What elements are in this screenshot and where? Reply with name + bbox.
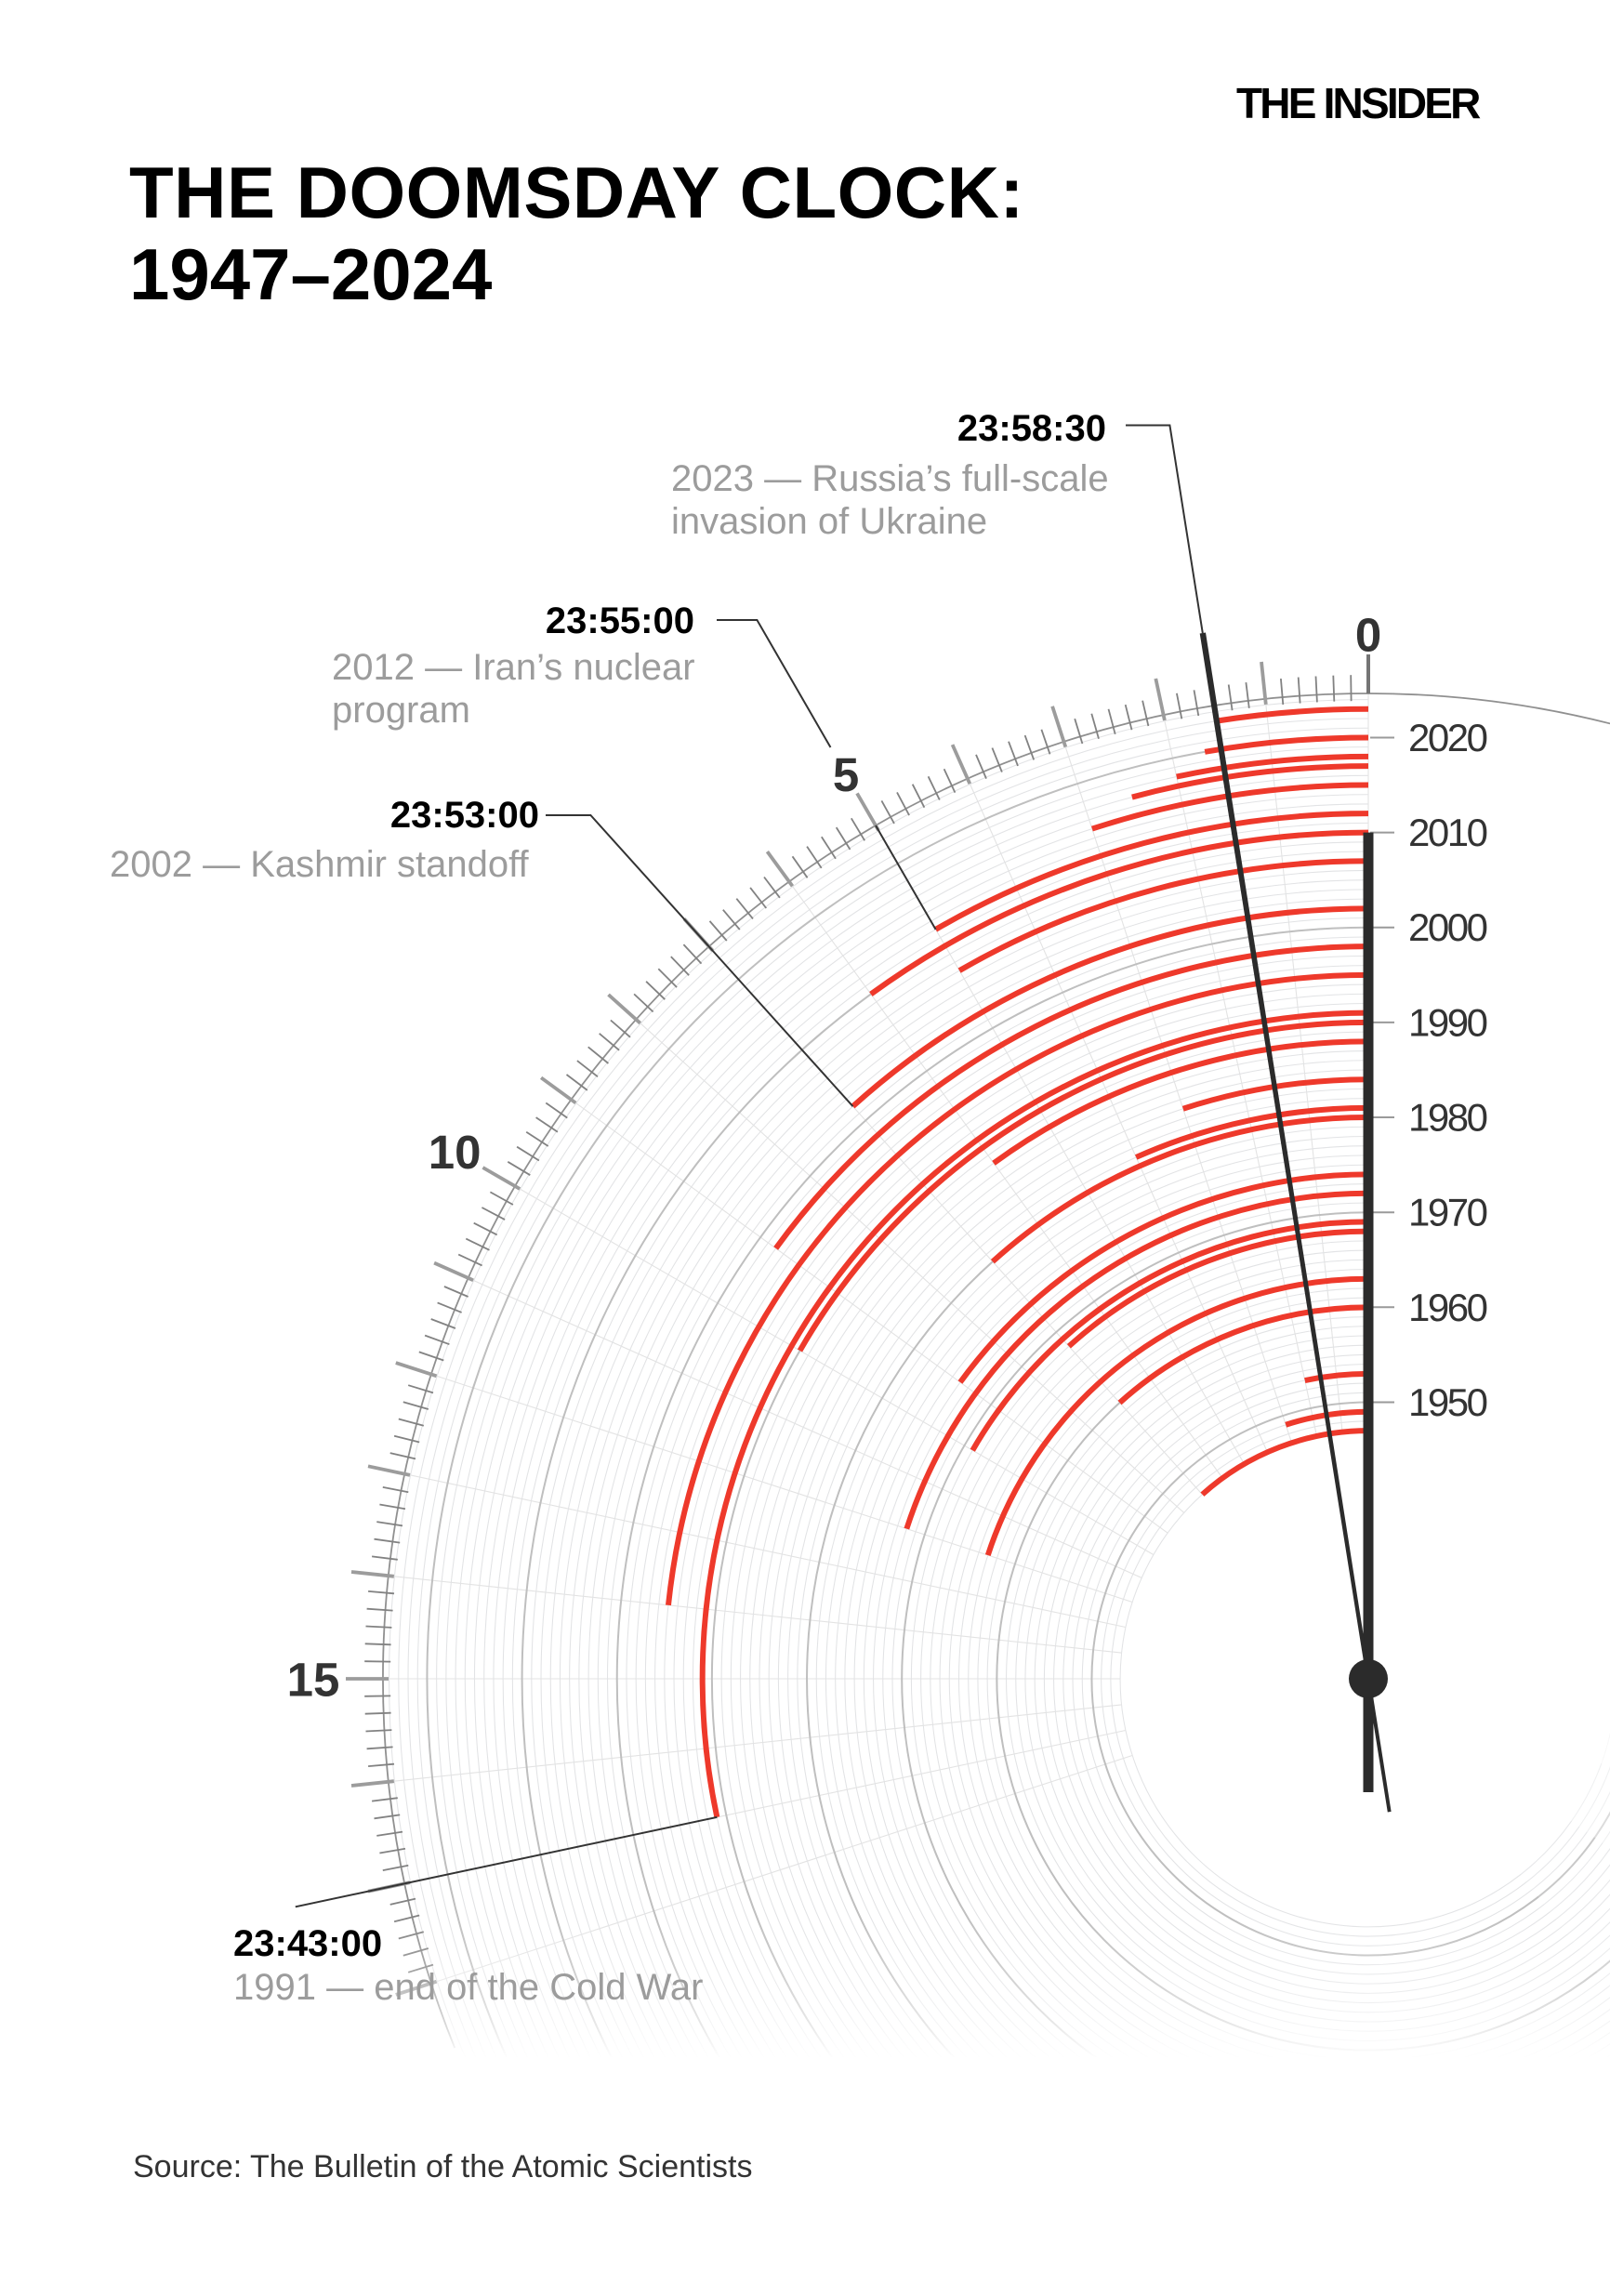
svg-text:1950: 1950 [1408,1380,1487,1424]
svg-text:THE INSIDER: THE INSIDER [1236,79,1481,127]
svg-text:1960: 1960 [1408,1286,1487,1329]
svg-text:23:43:00: 23:43:00 [233,1923,382,1964]
svg-text:program: program [332,690,470,731]
svg-text:2002 — Kashmir standoff: 2002 — Kashmir standoff [110,844,530,885]
svg-text:Source: The Bulletin of the At: Source: The Bulletin of the Atomic Scien… [133,2149,753,2184]
svg-text:THE DOOMSDAY CLOCK:: THE DOOMSDAY CLOCK: [129,152,1024,233]
svg-text:1990: 1990 [1408,1000,1487,1044]
svg-text:23:58:30: 23:58:30 [957,408,1106,449]
svg-text:invasion of Ukraine: invasion of Ukraine [671,501,987,542]
svg-text:2023 — Russia’s full-scale: 2023 — Russia’s full-scale [671,458,1109,499]
svg-text:2020: 2020 [1408,716,1487,759]
svg-text:1980: 1980 [1408,1096,1487,1140]
svg-text:2010: 2010 [1408,811,1487,854]
svg-text:1947–2024: 1947–2024 [129,233,492,315]
svg-text:0: 0 [1355,609,1381,662]
svg-text:1991 — end of the Cold War: 1991 — end of the Cold War [233,1967,703,2008]
svg-text:5: 5 [833,748,859,801]
svg-text:2000: 2000 [1408,905,1487,949]
svg-text:23:55:00: 23:55:00 [546,600,694,641]
svg-text:23:53:00: 23:53:00 [390,795,539,836]
svg-text:10: 10 [429,1126,482,1179]
svg-text:1970: 1970 [1408,1191,1487,1234]
svg-text:2012 — Iran’s nuclear: 2012 — Iran’s nuclear [332,647,695,688]
svg-text:15: 15 [287,1654,340,1707]
